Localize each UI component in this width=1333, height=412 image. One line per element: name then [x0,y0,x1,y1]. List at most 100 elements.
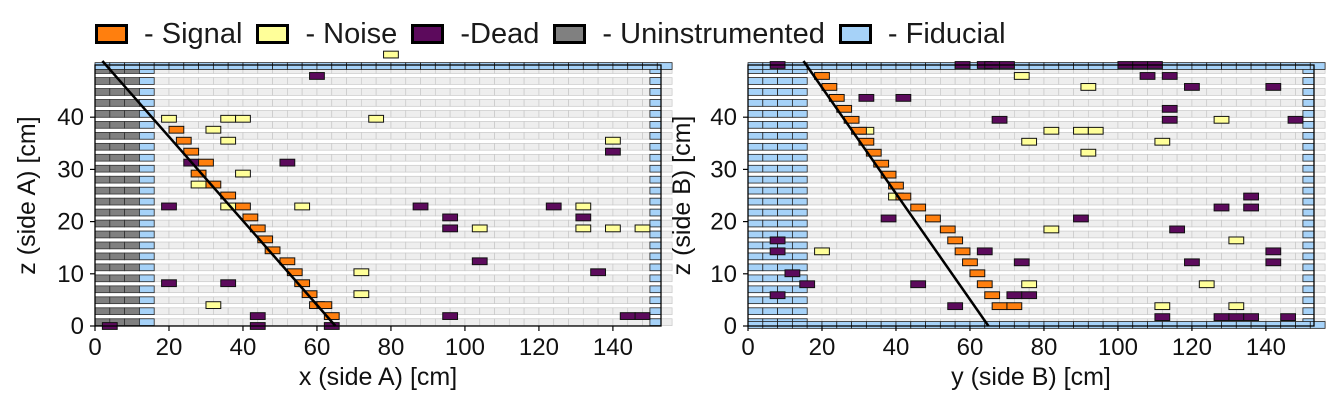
inactive-strip [969,164,986,173]
fiducial-strip [649,175,662,184]
inactive-strip [508,132,525,140]
inactive-strip [479,285,495,294]
inactive-strip [287,307,303,315]
inactive-strip [434,153,451,162]
inactive-strip [375,77,392,85]
inactive-strip [183,252,199,261]
uninstrumented-strip [94,263,111,272]
inactive-strip [523,252,540,261]
inactive-strip [464,99,481,107]
inactive-strip [434,121,451,129]
inactive-strip [375,274,392,283]
inactive-strip [553,164,569,173]
inactive-strip [627,186,643,195]
dead-hit [1154,313,1171,322]
fiducial-strip [1043,62,1060,70]
fiducial-strip [1087,321,1104,329]
inactive-strip [183,230,199,239]
inactive-strip [420,219,436,228]
inactive-strip [1073,230,1089,239]
dead-hit [161,202,177,211]
inactive-strip [1058,143,1074,151]
inactive-strip [1073,263,1089,272]
uninstrumented-strip [109,121,125,129]
inactive-strip [582,132,599,140]
inactive-strip [272,318,288,326]
signal-hit [984,291,1001,300]
inactive-strip [227,307,244,315]
inactive-strip [479,318,495,326]
signal-swatch [95,24,128,44]
fiducial-strip [851,62,867,70]
inactive-strip [1250,88,1267,96]
inactive-strip [1250,121,1267,129]
inactive-strip [1221,164,1237,173]
inactive-strip [1087,175,1104,184]
inactive-strip [1028,307,1045,315]
inactive-strip [1280,175,1296,184]
fiducial-strip [420,62,436,70]
inactive-strip [508,110,525,118]
inactive-strip [361,252,377,261]
inactive-strip [999,143,1015,151]
inactive-strip [1250,143,1267,151]
fiducial-strip [762,153,778,162]
fiducial-strip [777,219,793,228]
inactive-strip [420,296,436,304]
fiducial-strip [747,296,764,305]
inactive-strip [910,132,926,140]
inactive-strip [523,318,540,326]
inactive-strip [168,318,185,326]
inactive-strip [523,121,540,129]
inactive-strip [910,153,926,162]
fiducial-strip [227,62,244,70]
inactive-strip [1132,110,1148,118]
inactive-strip [198,88,214,96]
fiducial-strip [138,274,155,283]
inactive-strip [449,252,466,261]
inactive-strip [434,143,451,151]
inactive-strip [553,230,569,239]
inactive-strip [925,230,941,239]
inactive-strip [316,153,333,162]
inactive-strip [880,285,897,294]
inactive-strip [153,230,170,239]
inactive-strip [538,285,555,294]
fiducial-strip [939,62,956,70]
noise-hit [383,50,399,59]
inactive-strip [880,143,897,151]
fiducial-strip [649,285,662,294]
inactive-strip [880,77,897,85]
fiducial-strip [791,121,808,129]
inactive-strip [612,263,629,272]
inactive-strip [806,121,823,129]
inactive-strip [895,132,912,140]
inactive-strip [836,77,852,85]
inactive-strip [301,318,318,326]
inactive-strip [183,121,199,129]
noise-hit [471,224,488,233]
inactive-strip [1206,263,1222,272]
inactive-strip [316,197,333,206]
fiducial-strip [791,175,808,184]
inactive-strip [895,296,912,304]
fiducial-strip [791,321,808,329]
inactive-strip [1132,274,1148,283]
fiducial-strip [1073,321,1089,329]
fiducial-strip [999,321,1015,329]
inactive-strip [1058,197,1074,206]
fiducial-strip [494,62,510,70]
uninstrumented-strip [109,110,125,118]
inactive-strip [434,88,451,96]
fiducial-strip [286,62,303,70]
inactive-strip [806,175,823,184]
fiducial-strip [777,142,793,151]
inactive-strip [508,263,525,272]
fiducial-strip [762,307,778,315]
signal-hit [925,214,941,223]
inactive-strip [1043,241,1060,250]
fiducial-strip [449,62,466,70]
inactive-strip [1191,175,1208,184]
inactive-strip [331,208,347,217]
